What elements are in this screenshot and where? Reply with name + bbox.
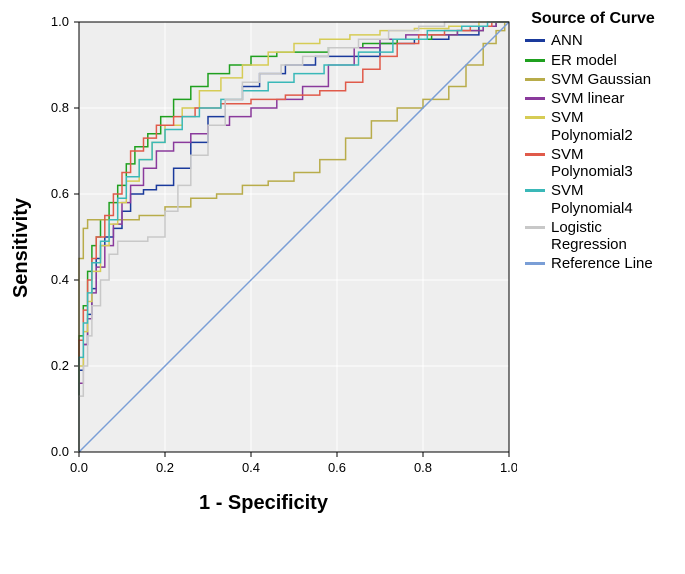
- legend-swatch: [525, 262, 545, 265]
- legend-swatch: [525, 153, 545, 156]
- legend-label: SVM Polynomial3: [551, 146, 661, 181]
- legend-item: Logistic Regression: [525, 219, 661, 254]
- y-tick-label: 0.6: [51, 186, 69, 201]
- legend-item: SVM Polynomial2: [525, 109, 661, 144]
- y-tick-label: 0.2: [51, 358, 69, 373]
- x-tick-label: 0.2: [156, 460, 174, 475]
- x-axis-label: 1 - Specificity: [199, 492, 328, 515]
- chart-plot-row: Sensitivity 0.00.00.20.20.40.40.60.60.80…: [10, 10, 517, 486]
- legend-item: SVM linear: [525, 90, 661, 107]
- legend-swatch: [525, 189, 545, 192]
- roc-chart: 0.00.0 0.2 0.2 0.4 0.4 0.6 0.6 0.8 0.8 1.0 1.0: [35, 10, 517, 486]
- legend-label: SVM Polynomial4: [551, 182, 661, 217]
- x-tick-label: 0.8: [414, 460, 432, 475]
- legend-swatch: [525, 226, 545, 229]
- y-tick-label: 1.0: [51, 14, 69, 29]
- legend-swatch: [525, 39, 545, 42]
- legend-label: SVM linear: [551, 90, 624, 107]
- legend-item: SVM Polynomial3: [525, 146, 661, 181]
- y-tick-label: 0.8: [51, 100, 69, 115]
- y-tick-label: 0.0: [51, 444, 69, 459]
- x-tick-label: 0.6: [328, 460, 346, 475]
- x-tick-label: 1.0: [500, 460, 517, 475]
- legend-label: SVM Polynomial2: [551, 109, 661, 144]
- legend-swatch: [525, 97, 545, 100]
- legend-items: ANN ER model SVM Gaussian SVM linear SVM Pol…: [525, 32, 661, 272]
- legend-title: Source of Curve: [525, 10, 661, 28]
- legend-label: ANN: [551, 32, 583, 49]
- x-tick-label: 0.4: [242, 460, 260, 475]
- legend-item: Reference Line: [525, 255, 661, 272]
- legend-label: Reference Line: [551, 255, 653, 272]
- chart-container: Sensitivity 0.00.00.20.20.40.40.60.60.80…: [10, 10, 675, 515]
- legend-item: SVM Gaussian: [525, 71, 661, 88]
- legend: Source of Curve ANN ER model SVM Gaussian S…: [525, 10, 661, 275]
- legend-label: Logistic Regression: [551, 219, 661, 254]
- legend-item: SVM Polynomial4: [525, 182, 661, 217]
- legend-swatch: [525, 78, 545, 81]
- legend-label: SVM Gaussian: [551, 71, 651, 88]
- legend-swatch: [525, 116, 545, 119]
- legend-item: ANN: [525, 32, 661, 49]
- legend-swatch: [525, 59, 545, 62]
- y-axis-label: Sensitivity: [10, 198, 33, 298]
- x-tick-label: 0.0: [70, 460, 88, 475]
- legend-item: ER model: [525, 52, 661, 69]
- chart-axes-column: Sensitivity 0.00.00.20.20.40.40.60.60.80…: [10, 10, 517, 515]
- y-tick-label: 0.4: [51, 272, 69, 287]
- legend-label: ER model: [551, 52, 617, 69]
